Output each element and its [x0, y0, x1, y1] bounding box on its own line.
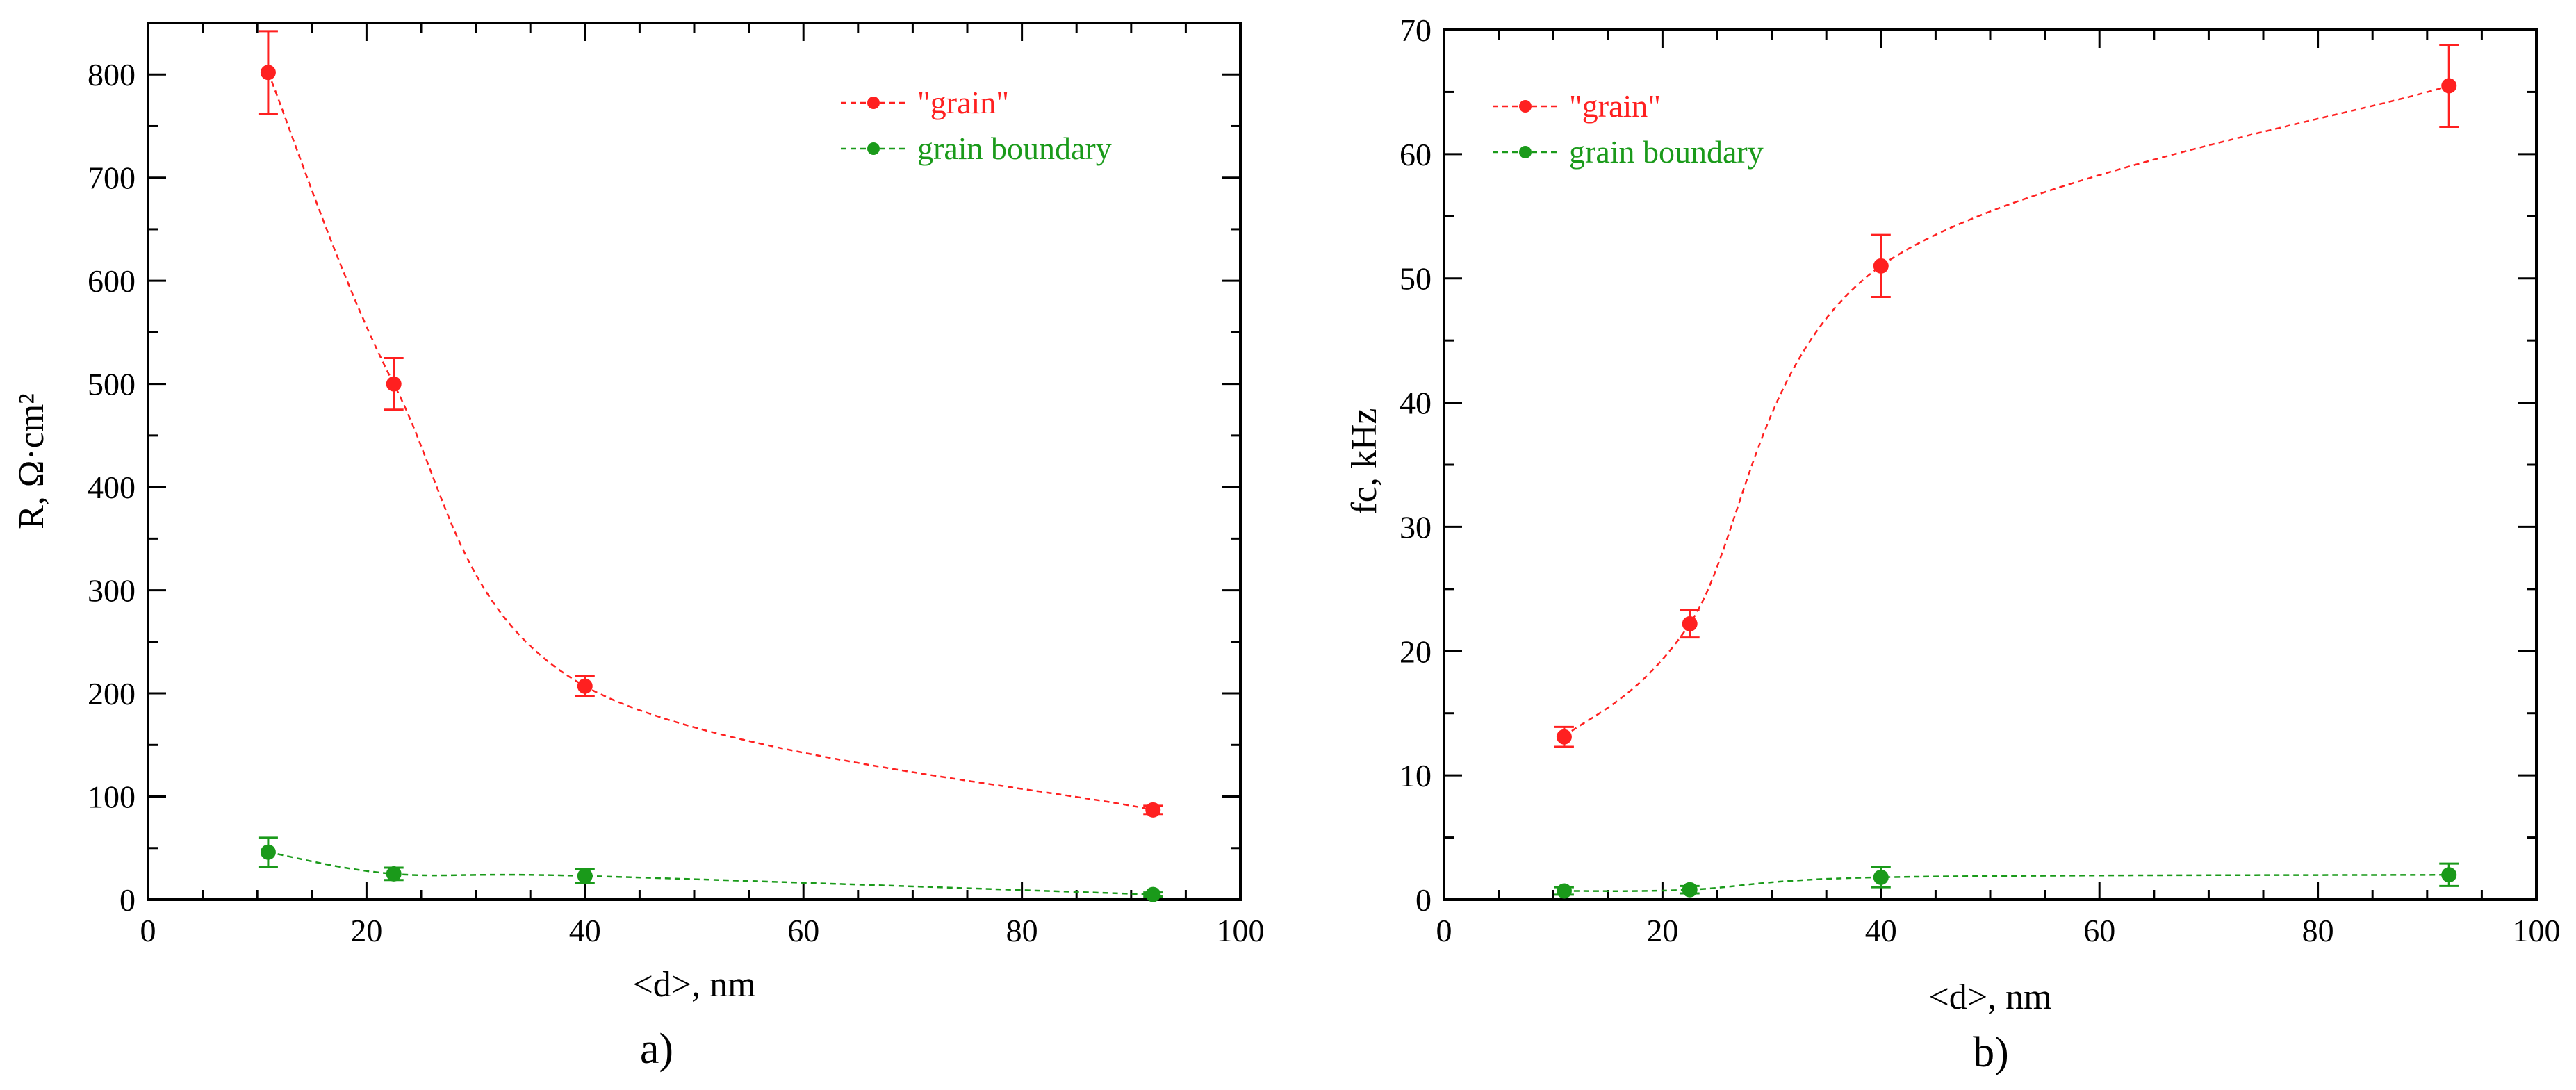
data-point — [1556, 729, 1572, 745]
legend-label: "grain" — [1569, 88, 1661, 124]
series-line-0 — [267, 72, 1154, 811]
y-tick-label: 10 — [1400, 758, 1431, 793]
x-tick-label: 100 — [2513, 913, 2561, 948]
legend-marker — [1519, 100, 1532, 113]
panel-a: 0 20 40 60 80 100 0 100 200 300 400 500 600 700 800 <d>… — [12, 22, 1265, 1073]
panel-label: b) — [1973, 1029, 2009, 1076]
y-tick-label: 50 — [1400, 261, 1431, 297]
x-tick-label: 20 — [1646, 913, 1678, 948]
panel-b: 0 20 40 60 80 100 0 10 20 30 40 50 60 70 <d>, nm fc, kH… — [1345, 13, 2561, 1076]
y-tick-label: 0 — [1416, 882, 1431, 918]
data-point — [1145, 886, 1161, 902]
y-tick-label: 500 — [88, 367, 136, 402]
x-tick-label: 60 — [787, 913, 819, 948]
data-point — [577, 868, 593, 884]
data-point — [260, 844, 276, 860]
y-tick-label: 800 — [88, 57, 136, 92]
y-tick-label: 300 — [88, 573, 136, 609]
data-point — [260, 65, 276, 81]
y-tick-label: 70 — [1400, 13, 1431, 48]
y-tick-label: 200 — [88, 676, 136, 711]
y-axis-title: R, Ω·cm² — [12, 393, 51, 529]
data-point — [577, 678, 593, 694]
x-tick-label: 80 — [1006, 913, 1038, 948]
x-tick-label: 40 — [569, 913, 601, 948]
x-tick-label: 60 — [2083, 913, 2115, 948]
y-tick-label: 0 — [120, 882, 136, 918]
y-tick-label: 600 — [88, 263, 136, 299]
data-point — [2441, 78, 2457, 94]
data-point — [1873, 869, 1889, 885]
y-tick-label: 60 — [1400, 137, 1431, 172]
panel-label: a) — [640, 1025, 673, 1073]
y-tick-label: 100 — [88, 779, 136, 815]
series-line-1 — [268, 851, 1154, 895]
y-tick-label: 400 — [88, 470, 136, 505]
y-tick-label: 30 — [1400, 509, 1431, 545]
x-tick-label: 0 — [1436, 913, 1452, 948]
x-tick-label: 100 — [1217, 913, 1265, 948]
y-axis-title: fc, kHz — [1345, 408, 1384, 514]
y-tick-label: 40 — [1400, 386, 1431, 421]
y-tick-label: 20 — [1400, 634, 1431, 669]
data-point — [1682, 616, 1698, 631]
legend-label: "grain" — [917, 85, 1009, 120]
x-tick-label: 20 — [350, 913, 382, 948]
series-line-0 — [1564, 85, 2450, 738]
legend-marker — [867, 97, 880, 109]
data-point — [1873, 258, 1889, 274]
legend-label: grain boundary — [917, 131, 1112, 166]
x-tick-label: 80 — [2302, 913, 2334, 948]
data-point — [1145, 802, 1161, 818]
data-point — [386, 866, 402, 882]
data-point — [1556, 883, 1572, 899]
data-point — [1682, 882, 1698, 898]
legend-marker — [867, 142, 880, 155]
y-tick-label: 700 — [88, 160, 136, 196]
series-line-1 — [1564, 873, 2450, 892]
legend-label: grain boundary — [1569, 134, 1764, 170]
x-tick-label: 0 — [140, 913, 156, 948]
data-point — [2441, 867, 2457, 883]
data-point — [386, 376, 402, 392]
x-axis-title: <d>, nm — [632, 965, 755, 1005]
x-tick-label: 40 — [1865, 913, 1897, 948]
x-axis-title: <d>, nm — [1928, 977, 2051, 1017]
legend-marker — [1519, 146, 1532, 158]
